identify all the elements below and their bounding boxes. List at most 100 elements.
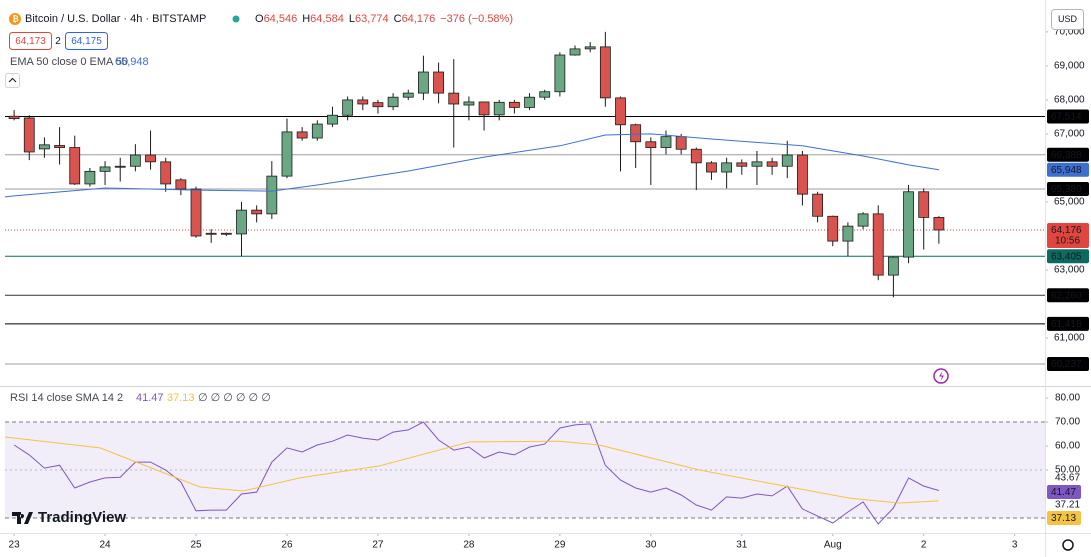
candle-body xyxy=(842,225,854,242)
candle-body xyxy=(84,170,96,185)
brand-logo xyxy=(12,512,33,524)
brand: TradingView xyxy=(38,509,126,526)
candle-body xyxy=(251,209,263,215)
x-tick-label: 23 xyxy=(9,540,21,551)
ohlc-value: 63,774 xyxy=(355,13,389,25)
event-bolt xyxy=(939,371,944,381)
candle-body xyxy=(357,99,369,105)
candle-body xyxy=(887,256,899,276)
y-tick-label: 68,000 xyxy=(1054,95,1085,106)
candle-body xyxy=(387,96,399,108)
ohlc-legend: O64,546 H64,584 L63,774 C64,176 −376 (−0.58%… xyxy=(255,13,513,25)
candle-body xyxy=(205,232,217,235)
currency-button[interactable] xyxy=(1051,9,1084,30)
candle-body xyxy=(675,136,687,150)
ohlc-value: 64,176 xyxy=(402,13,436,25)
price-line-label-box xyxy=(1047,147,1089,162)
settings-icon[interactable] xyxy=(1062,539,1074,551)
candle-body xyxy=(39,144,50,150)
coin-icon xyxy=(9,13,21,25)
price-line-label-box xyxy=(1047,288,1089,303)
overlay: 70,000 69,000 68,000 67,000 65,000 63,000 61,0… xyxy=(9,27,1089,551)
bid: 64,173 xyxy=(15,36,46,47)
candle-body xyxy=(99,166,111,172)
x-tick-label: 28 xyxy=(463,540,475,551)
rsi-pane xyxy=(5,421,1045,525)
candle-body xyxy=(918,191,930,218)
candle-body xyxy=(857,213,869,227)
symbol-title: Bitcoin / U.S. Dollar · 4h · BITSTAMP xyxy=(25,13,206,25)
candle-body xyxy=(872,213,884,276)
candle-body xyxy=(220,232,232,235)
candle-body xyxy=(524,96,535,108)
collapse-icon xyxy=(8,77,17,83)
price-line-label: 67,514 xyxy=(1051,112,1082,123)
candle-body xyxy=(493,101,505,116)
y-tick-label: 63,000 xyxy=(1054,265,1085,276)
ohlc-value: 64,584 xyxy=(310,13,344,25)
candle-body xyxy=(660,136,672,148)
candle-body xyxy=(114,165,126,168)
ask-box[interactable] xyxy=(65,32,108,50)
countdown: 10:56 xyxy=(1055,236,1080,247)
price-line-label: 62,260 xyxy=(1051,290,1082,301)
ohlc-value: 64,546 xyxy=(264,13,298,25)
ema-legend: EMA 50 close 0 EMA 50 xyxy=(10,56,128,68)
candle-body xyxy=(690,148,702,164)
main-pane xyxy=(5,31,1045,365)
candle-body xyxy=(236,209,247,235)
candle-body xyxy=(508,101,520,108)
price-line-label-box xyxy=(1047,357,1089,372)
price-line-label: 66,388 xyxy=(1051,150,1082,161)
price-line-label: 65,380 xyxy=(1051,184,1082,195)
x-tick-label: 27 xyxy=(372,540,384,551)
y-tick-label: 70.00 xyxy=(1055,417,1080,428)
candle-body xyxy=(175,179,187,190)
sma-last-label-box xyxy=(1047,511,1081,525)
x-tick-label: 26 xyxy=(281,540,293,551)
price-line-label-box xyxy=(1047,109,1089,124)
candle-body xyxy=(781,154,793,167)
candle-body xyxy=(448,92,460,105)
candle-body xyxy=(402,92,414,98)
scale-label: 43.67 xyxy=(1055,473,1080,484)
candle-body xyxy=(645,141,657,148)
candle-body xyxy=(933,217,945,231)
candle-body xyxy=(463,101,475,106)
candle-body xyxy=(372,102,384,108)
ema-legend-value: 65,948 xyxy=(115,56,149,68)
rsi-line xyxy=(13,421,940,525)
coin-glyph: ₿ xyxy=(12,15,19,24)
ema-last-label-box xyxy=(1047,162,1089,177)
last-price-box xyxy=(1047,223,1089,249)
scale-label: 37.21 xyxy=(1055,500,1080,511)
candle-body xyxy=(23,117,35,153)
ohlc-key: H xyxy=(302,13,310,25)
candle-body xyxy=(54,145,65,148)
x-tick-label: 29 xyxy=(554,540,566,551)
ohlc-key: C xyxy=(394,13,402,25)
candle-body xyxy=(797,154,808,195)
y-tick-label: 69,000 xyxy=(1054,61,1085,72)
collapse-button[interactable] xyxy=(5,73,20,88)
market-status xyxy=(232,15,240,23)
candle-body xyxy=(615,97,626,126)
candle-body xyxy=(584,46,596,50)
y-tick-label: 65,000 xyxy=(1054,197,1085,208)
x-tick-label: 31 xyxy=(736,540,748,551)
candle-body xyxy=(569,48,581,56)
y-tick-label: 60.00 xyxy=(1055,441,1080,452)
candle-body xyxy=(630,124,642,143)
candle-body xyxy=(812,193,823,217)
candle-body xyxy=(342,99,354,116)
last-price-label: 64,176 xyxy=(1051,225,1082,236)
ask: 64,175 xyxy=(71,36,102,47)
candle-body xyxy=(903,191,914,258)
candle-body xyxy=(266,175,278,215)
ohlc-key: L xyxy=(349,13,355,25)
x-tick-label: Aug xyxy=(824,540,842,551)
y-tick-label: 67,000 xyxy=(1054,129,1085,140)
bid-box[interactable] xyxy=(9,32,52,50)
